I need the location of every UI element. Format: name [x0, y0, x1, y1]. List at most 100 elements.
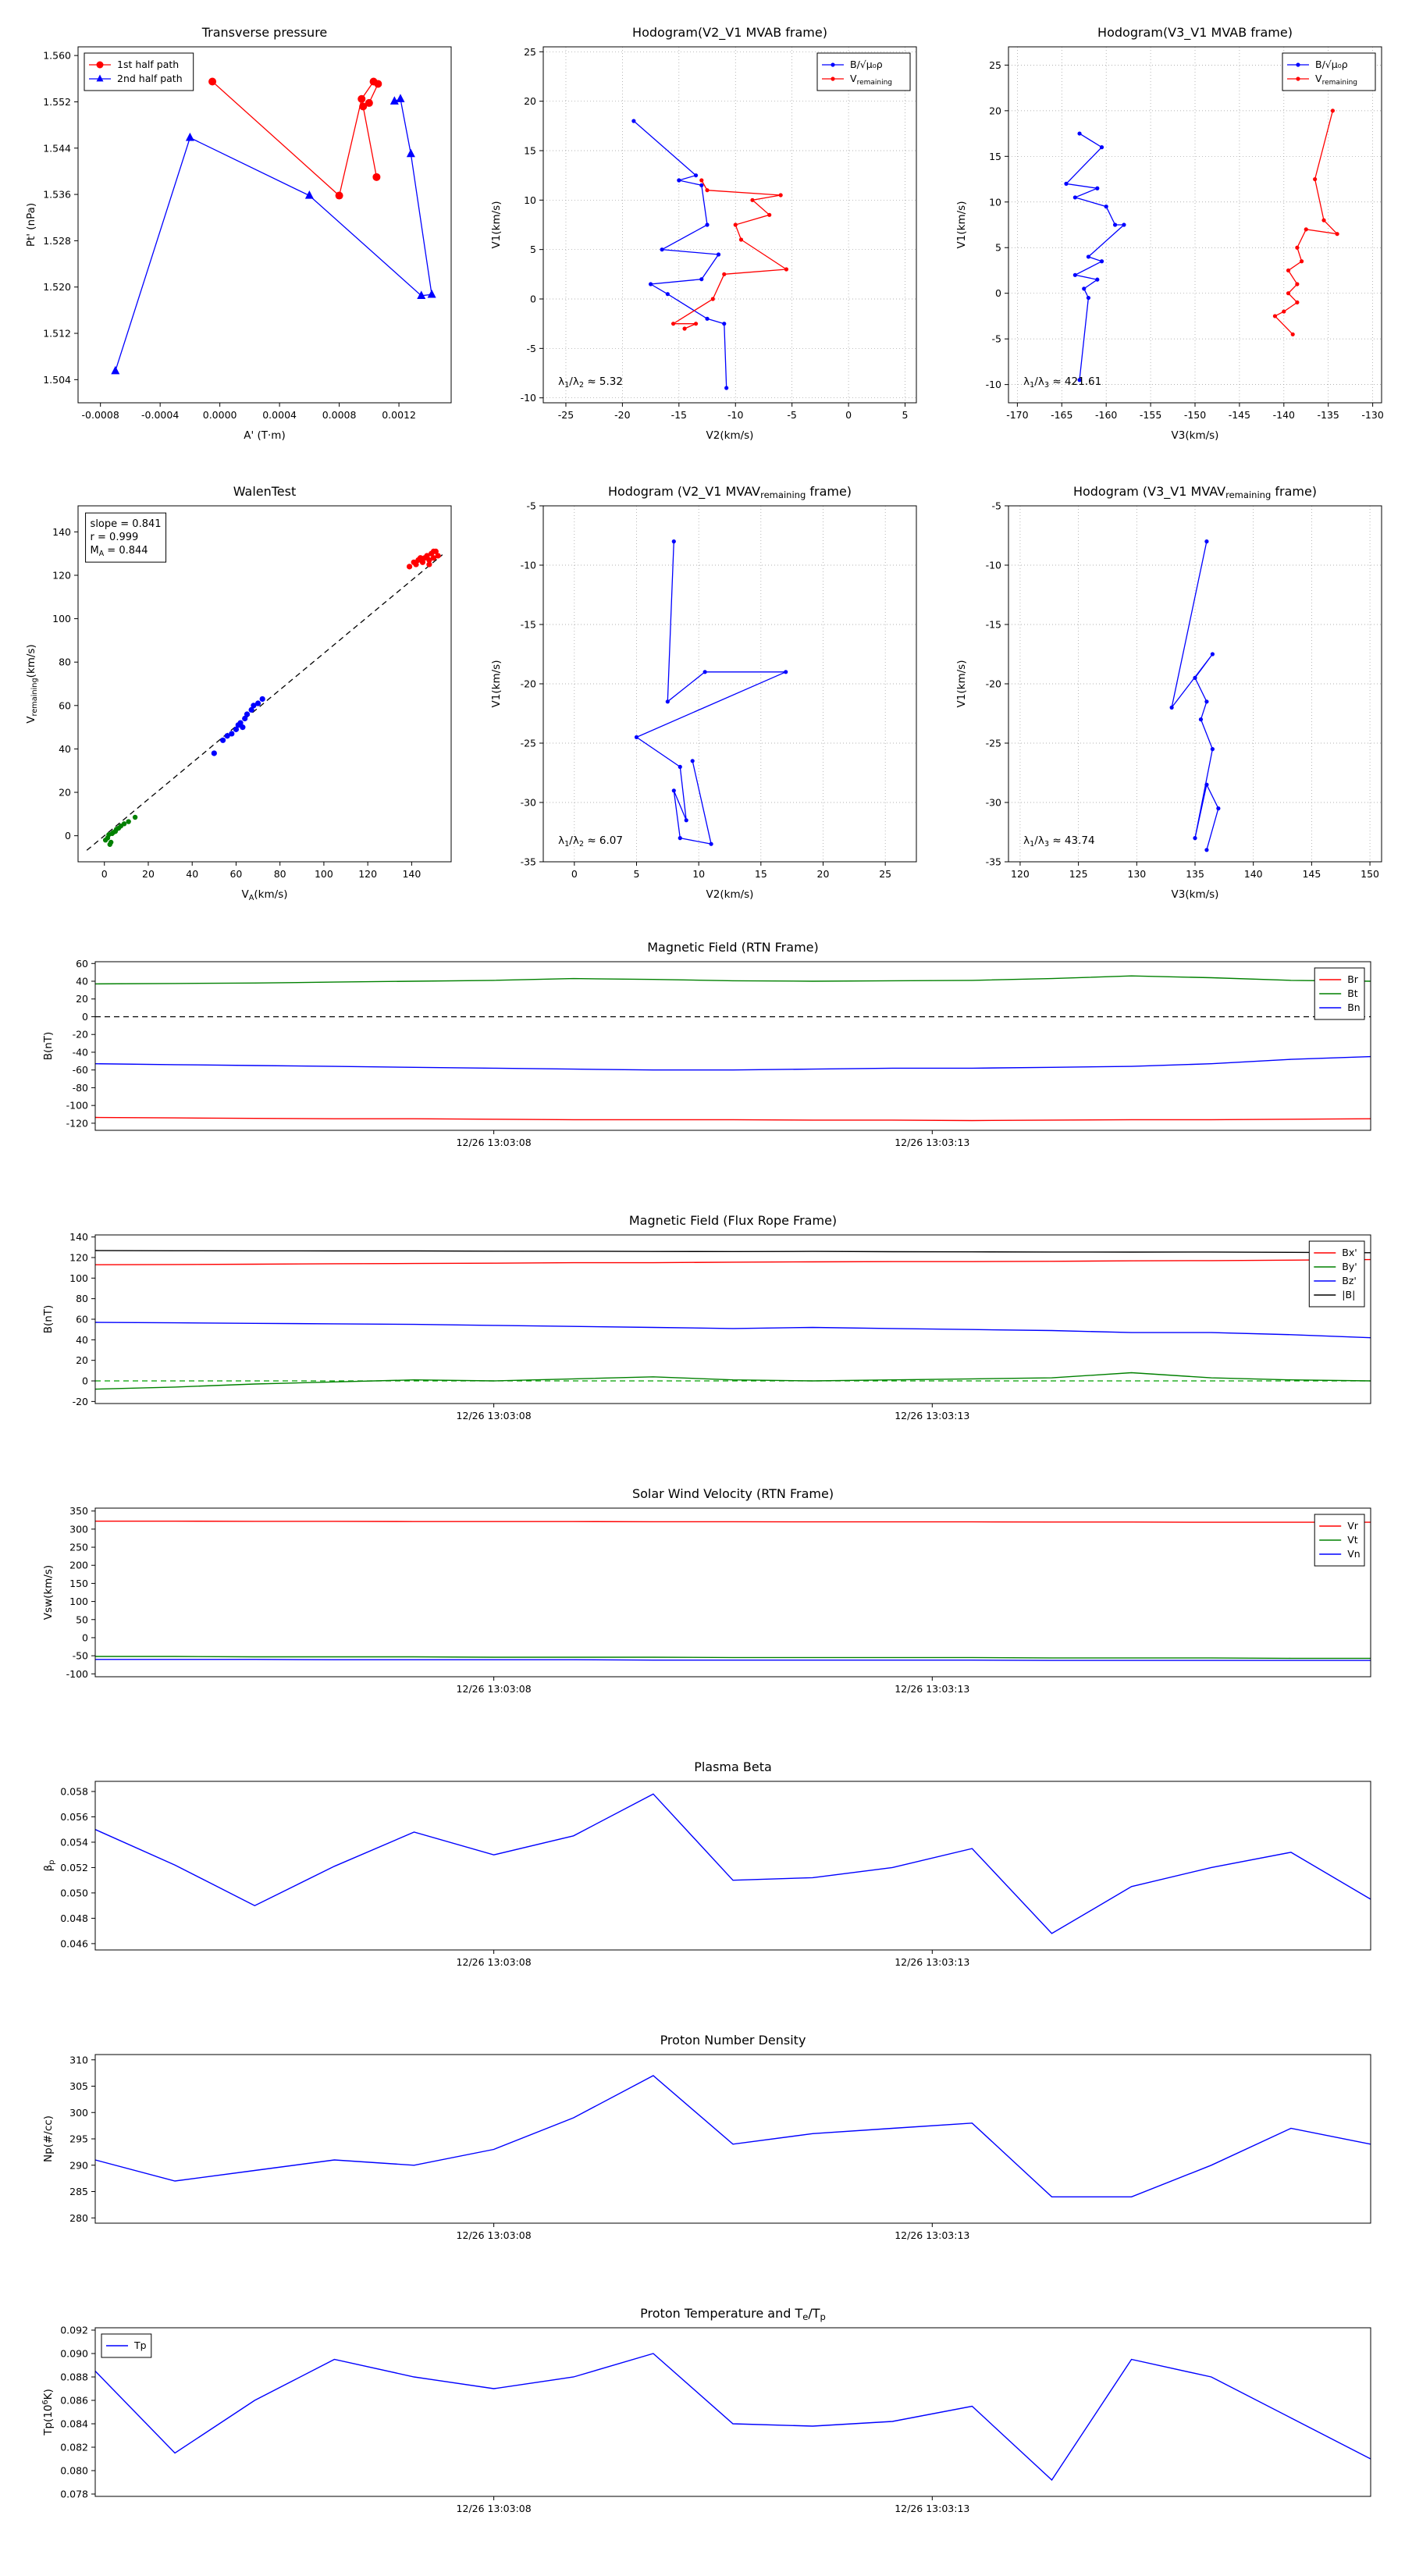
svg-text:Vsw(km/s): Vsw(km/s) [42, 1565, 55, 1620]
svg-text:-20: -20 [521, 678, 536, 690]
svg-text:By': By' [1342, 1261, 1357, 1272]
svg-text:145: 145 [1302, 868, 1321, 880]
svg-text:Magnetic Field (RTN Frame): Magnetic Field (RTN Frame) [647, 940, 818, 955]
svg-text:λ1/λ3 ≈ 43.74: λ1/λ3 ≈ 43.74 [1023, 834, 1094, 849]
svg-text:5: 5 [634, 868, 640, 880]
svg-text:-30: -30 [521, 797, 536, 809]
svg-text:λ1/λ2 ≈ 6.07: λ1/λ2 ≈ 6.07 [558, 834, 623, 849]
svg-text:280: 280 [69, 2212, 88, 2224]
svg-text:100: 100 [69, 1596, 88, 1607]
svg-text:V1(km/s): V1(km/s) [490, 201, 503, 249]
svg-text:40: 40 [76, 976, 88, 987]
svg-text:350: 350 [69, 1505, 88, 1517]
svg-text:V1(km/s): V1(km/s) [955, 660, 968, 708]
svg-text:0.092: 0.092 [60, 2325, 88, 2336]
svg-text:-30: -30 [986, 797, 1001, 809]
svg-text:-10: -10 [727, 409, 743, 421]
svg-text:-25: -25 [986, 738, 1001, 749]
svg-text:1.544: 1.544 [43, 142, 71, 154]
svg-text:0.054: 0.054 [60, 1836, 88, 1848]
svg-text:V1(km/s): V1(km/s) [955, 201, 968, 249]
svg-text:-40: -40 [73, 1046, 88, 1058]
svg-text:Vn: Vn [1347, 1548, 1360, 1560]
svg-text:140: 140 [52, 526, 71, 538]
svg-text:B(nT): B(nT) [42, 1305, 55, 1334]
svg-text:15: 15 [524, 145, 536, 157]
svg-text:0: 0 [571, 868, 578, 880]
svg-text:140: 140 [402, 868, 421, 880]
svg-text:-25: -25 [558, 409, 574, 421]
svg-text:Vremaining(km/s): Vremaining(km/s) [25, 644, 39, 723]
hodogram-v3v1-mvav-chart: 120 125 130 135 140 145 150 -35 -30 -25 -20 -15 -10 -… [941, 471, 1394, 913]
svg-text:0: 0 [845, 409, 852, 421]
svg-text:-20: -20 [73, 1029, 88, 1041]
svg-text:-10: -10 [521, 392, 536, 404]
svg-text:100: 100 [69, 1272, 88, 1284]
svg-text:Hodogram (V2_V1 MVAVremaining: Hodogram (V2_V1 MVAVremaining frame) [608, 484, 852, 500]
time-series-panels: 12/26 13:03:08 12/26 13:03:13 -120 -100 -80 -… [0, 930, 1405, 2531]
svg-text:0.086: 0.086 [60, 2395, 88, 2407]
svg-text:V3(km/s): V3(km/s) [1172, 888, 1219, 901]
svg-text:0.0008: 0.0008 [322, 409, 357, 421]
svg-text:125: 125 [1069, 868, 1088, 880]
svg-text:V2(km/s): V2(km/s) [706, 888, 754, 901]
svg-text:-165: -165 [1051, 409, 1072, 421]
svg-text:Tp(106K): Tp(106K) [41, 2389, 55, 2436]
hodogram-row-2: 0 20 40 60 80 100 120 140 0 20 40 60 80 100 120 140 Wale… [0, 471, 1405, 913]
svg-text:-5: -5 [527, 500, 536, 512]
svg-text:130: 130 [1127, 868, 1146, 880]
walen-test-chart: 0 20 40 60 80 100 120 140 0 20 40 60 80 100 120 140 Wale… [11, 471, 464, 913]
svg-text:0.0004: 0.0004 [262, 409, 297, 421]
svg-text:1.504: 1.504 [43, 374, 71, 386]
svg-text:-10: -10 [986, 379, 1001, 390]
magnetic-field-flux-rope-chart: 12/26 13:03:08 12/26 13:03:13 -20 0 20 40 60 80… [23, 1204, 1382, 1438]
svg-text:Pt' (nPa): Pt' (nPa) [25, 203, 37, 247]
svg-text:0: 0 [82, 1631, 88, 1643]
svg-text:0.050: 0.050 [60, 1887, 88, 1898]
svg-text:12/26 13:03:13: 12/26 13:03:13 [895, 1410, 969, 1421]
svg-text:-0.0004: -0.0004 [141, 409, 179, 421]
svg-text:-140: -140 [1273, 409, 1295, 421]
svg-text:Vremaining: Vremaining [850, 73, 892, 87]
svg-text:0: 0 [82, 1375, 88, 1387]
svg-text:-100: -100 [66, 1100, 88, 1112]
svg-text:12/26 13:03:13: 12/26 13:03:13 [895, 2229, 969, 2241]
svg-text:1st half path: 1st half path [117, 59, 179, 70]
svg-text:0: 0 [65, 830, 71, 841]
svg-text:290: 290 [69, 2159, 88, 2171]
svg-text:0: 0 [82, 1011, 88, 1023]
svg-text:Bz': Bz' [1342, 1275, 1357, 1286]
svg-text:Plasma Beta: Plasma Beta [694, 1759, 772, 1774]
svg-text:-15: -15 [986, 619, 1001, 631]
svg-text:-50: -50 [73, 1650, 88, 1662]
svg-text:-120: -120 [66, 1117, 88, 1129]
svg-text:-135: -135 [1318, 409, 1339, 421]
svg-text:25: 25 [879, 868, 891, 880]
svg-text:slope = 0.841: slope = 0.841 [91, 518, 162, 530]
svg-text:Vr: Vr [1347, 1520, 1359, 1532]
svg-text:10: 10 [524, 194, 536, 206]
svg-text:-100: -100 [66, 1668, 88, 1680]
svg-text:0.088: 0.088 [60, 2371, 88, 2383]
svg-text:Magnetic Field (Flux Rope Fram: Magnetic Field (Flux Rope Frame) [629, 1213, 837, 1228]
svg-text:15: 15 [989, 151, 1001, 162]
svg-text:B/√μ₀ρ: B/√μ₀ρ [850, 59, 883, 70]
svg-text:VA(km/s): VA(km/s) [242, 888, 288, 902]
svg-text:-160: -160 [1095, 409, 1117, 421]
svg-text:140: 140 [1244, 868, 1263, 880]
svg-text:-25: -25 [521, 738, 536, 749]
svg-text:10: 10 [692, 868, 705, 880]
svg-text:60: 60 [76, 958, 88, 970]
svg-text:120: 120 [1011, 868, 1030, 880]
svg-text:80: 80 [59, 656, 71, 668]
svg-text:40: 40 [59, 743, 71, 755]
svg-text:12/26 13:03:08: 12/26 13:03:08 [457, 1410, 532, 1421]
svg-text:Solar Wind Velocity (RTN Frame: Solar Wind Velocity (RTN Frame) [632, 1486, 834, 1501]
svg-text:0: 0 [995, 287, 1001, 299]
svg-text:Proton Temperature and Te/Tp: Proton Temperature and Te/Tp [640, 2306, 826, 2322]
svg-text:-80: -80 [73, 1082, 88, 1094]
svg-text:Br: Br [1347, 973, 1359, 985]
svg-text:60: 60 [76, 1314, 88, 1325]
svg-text:-10: -10 [986, 560, 1001, 571]
